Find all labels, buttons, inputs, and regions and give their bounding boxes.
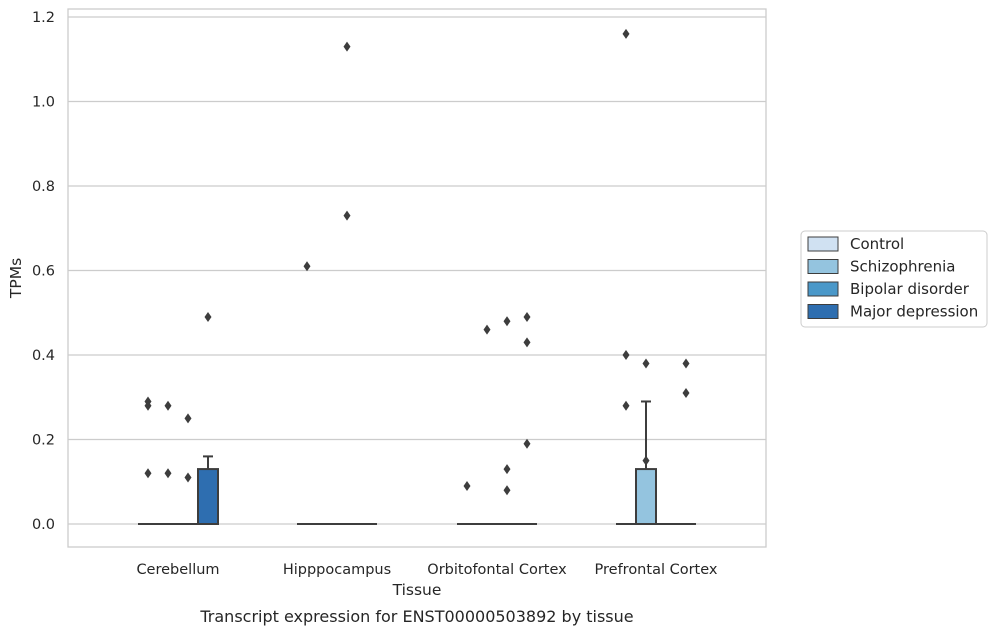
outlier-point: [303, 261, 311, 272]
y-axis-label: TPMs: [7, 258, 25, 299]
outlier-point: [523, 337, 531, 348]
plot-frame: [67, 8, 767, 548]
outlier-point: [503, 485, 511, 496]
outlier-point: [483, 324, 491, 335]
legend-swatch: [807, 259, 839, 274]
legend-swatch: [807, 236, 839, 252]
y-tick-label: 0.6: [32, 264, 55, 280]
outlier-point: [642, 358, 650, 369]
y-tick-label: 0.0: [32, 517, 55, 533]
x-axis-label: Tissue: [392, 581, 442, 599]
legend: Control Schizophrenia Bipolar disorder Majo…: [800, 230, 988, 328]
outlier-point: [622, 350, 630, 360]
outlier-point: [523, 311, 531, 322]
outlier-point: [204, 311, 212, 322]
outlier-point: [343, 41, 351, 52]
outlier-point: [503, 316, 511, 327]
legend-swatch: [807, 281, 839, 297]
outlier-point: [164, 400, 172, 411]
x-tick-label: Cerebellum: [136, 562, 219, 578]
box-marks: [138, 28, 696, 526]
x-tick-label: Hipppocampus: [283, 562, 391, 578]
x-tick-labels: Cerebellum Hipppocampus Orbitofontal Corte…: [136, 562, 717, 578]
outlier-point: [164, 468, 172, 479]
box: [635, 468, 657, 526]
y-tick-label: 0.2: [32, 433, 55, 449]
gridlines: [68, 16, 766, 525]
outlier-point: [622, 400, 630, 411]
outlier-point: [144, 468, 152, 479]
outlier-point: [343, 210, 351, 221]
chart-caption: Transcript expression for ENST0000050389…: [199, 607, 633, 626]
plot-background: [68, 9, 766, 547]
legend-label: Control: [850, 235, 904, 253]
outlier-point: [682, 388, 690, 399]
legend-label: Bipolar disorder: [850, 280, 970, 298]
box: [197, 468, 219, 526]
outlier-point: [144, 400, 152, 411]
outlier-point: [642, 455, 650, 466]
legend-frame: [800, 230, 988, 328]
outlier-point: [184, 472, 192, 483]
y-tick-label: 1.2: [32, 10, 55, 26]
outlier-point: [682, 358, 690, 369]
x-tick-label: Orbitofontal Cortex: [427, 562, 567, 578]
y-tick-labels: 0.0 0.2 0.4 0.6 0.8 1.0 1.2: [32, 10, 55, 533]
x-tick-label: Prefrontal Cortex: [595, 562, 718, 578]
outlier-point: [503, 464, 511, 475]
y-tick-label: 0.4: [32, 348, 55, 364]
legend-swatch: [807, 304, 839, 319]
outlier-point: [184, 413, 192, 424]
outlier-point: [622, 28, 630, 39]
outlier-point: [463, 480, 471, 491]
y-tick-label: 0.8: [32, 179, 55, 195]
legend-label: Schizophrenia: [850, 258, 955, 276]
y-tick-label: 1.0: [32, 95, 55, 111]
legend-label: Major depression: [850, 303, 978, 321]
outlier-point: [523, 438, 531, 449]
